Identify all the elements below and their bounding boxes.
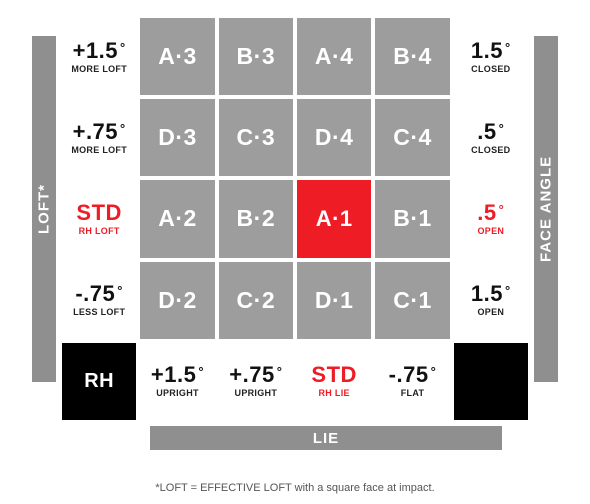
cell-main-label: C·4 [393,126,432,149]
scale-cell: .5° OPEN [454,180,528,257]
setting-cell: A·2 [140,180,214,257]
cell-sub-label: FLAT [401,389,425,398]
scale-cell: +.75° UPRIGHT [219,343,293,420]
setting-cell: C·2 [219,262,293,339]
scale-cell: STD RH LOFT [62,180,136,257]
cell-main-label: STD [76,202,122,224]
setting-cell: B·3 [219,18,293,95]
setting-cell: A·4 [297,18,371,95]
scale-cell: STD RH LIE [297,343,371,420]
cell-main-label: C·2 [237,289,276,312]
footnote: *LOFT = EFFECTIVE LOFT with a square fac… [0,482,590,494]
cell-main-label: RH [84,371,114,391]
cell-main-label: +1.5° [73,40,126,62]
axis-label-loft: LOFT* [32,36,56,382]
setting-cell: B·4 [375,18,449,95]
hosel-adjustment-chart: LOFT* FACE ANGLE LIE +1.5° MORE LOFT A·3 B·… [32,18,558,450]
cell-main-label: A·1 [316,208,353,230]
cell-main-label: .5° [477,121,504,143]
cell-main-label: A·4 [315,45,354,68]
setting-cell: A·3 [140,18,214,95]
setting-cell: B·1 [375,180,449,257]
setting-cell: B·2 [219,180,293,257]
scale-cell: +1.5° UPRIGHT [140,343,214,420]
cell-main-label: +.75° [73,121,126,143]
scale-cell: +1.5° MORE LOFT [62,18,136,95]
scale-cell: +.75° MORE LOFT [62,99,136,176]
axis-label-face-angle: FACE ANGLE [534,36,558,382]
cell-main-label: A·3 [158,45,197,68]
scale-cell: -.75° FLAT [375,343,449,420]
settings-grid: +1.5° MORE LOFT A·3 B·3 A·4 B·4 1.5° CLOSED +.75… [62,18,528,420]
scale-cell [454,343,528,420]
setting-cell: D·4 [297,99,371,176]
cell-main-label: B·1 [393,207,432,230]
axis-label-lie: LIE [150,426,502,450]
cell-main-label: .5° [477,202,504,224]
cell-main-label: D·1 [315,289,354,312]
cell-main-label: -.75° [389,364,437,386]
cell-sub-label: CLOSED [471,65,510,74]
cell-main-label: -.75° [75,283,123,305]
cell-sub-label: MORE LOFT [71,146,127,155]
setting-cell: D·2 [140,262,214,339]
setting-cell: A·1 [297,180,371,257]
cell-sub-label: OPEN [477,308,504,317]
scale-cell: .5° CLOSED [454,99,528,176]
cell-main-label: 1.5° [471,283,511,305]
cell-sub-label: MORE LOFT [71,65,127,74]
scale-cell: 1.5° OPEN [454,262,528,339]
cell-main-label: A·2 [158,207,197,230]
cell-main-label: B·3 [237,45,276,68]
cell-main-label: B·4 [393,45,432,68]
cell-main-label: D·3 [158,126,197,149]
cell-main-label: B·2 [237,207,276,230]
cell-sub-label: UPRIGHT [156,389,199,398]
setting-cell: C·3 [219,99,293,176]
cell-sub-label: RH LIE [319,389,350,398]
cell-sub-label: CLOSED [471,146,510,155]
cell-main-label: +.75° [229,364,282,386]
cell-main-label: 1.5° [471,40,511,62]
setting-cell: D·3 [140,99,214,176]
setting-cell: C·4 [375,99,449,176]
setting-cell: D·1 [297,262,371,339]
cell-sub-label: OPEN [477,227,504,236]
cell-sub-label: UPRIGHT [235,389,278,398]
cell-main-label: D·4 [315,126,354,149]
scale-cell: -.75° LESS LOFT [62,262,136,339]
cell-main-label: STD [311,364,357,386]
cell-sub-label: LESS LOFT [73,308,125,317]
cell-main-label: C·1 [393,289,432,312]
cell-main-label: C·3 [237,126,276,149]
setting-cell: C·1 [375,262,449,339]
cell-main-label: D·2 [158,289,197,312]
cell-main-label: +1.5° [151,364,204,386]
cell-sub-label: RH LOFT [79,227,120,236]
scale-cell: RH [62,343,136,420]
scale-cell: 1.5° CLOSED [454,18,528,95]
